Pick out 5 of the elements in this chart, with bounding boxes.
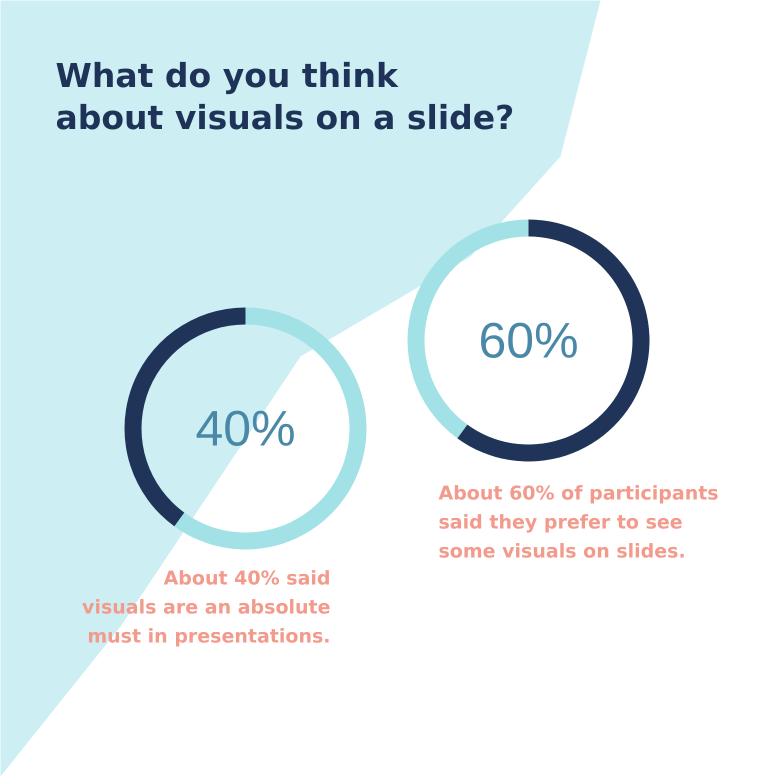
text: About 60% of participants said they prefer to see some visuals on slides.: [438, 482, 719, 562]
text: 60%: [478, 312, 579, 368]
text: About 40% said visuals are an absolute must in presentations.: [82, 568, 331, 648]
chart-title: What do you think about visuals on a slide?: [56, 56, 514, 137]
text: 40%: [195, 400, 296, 456]
